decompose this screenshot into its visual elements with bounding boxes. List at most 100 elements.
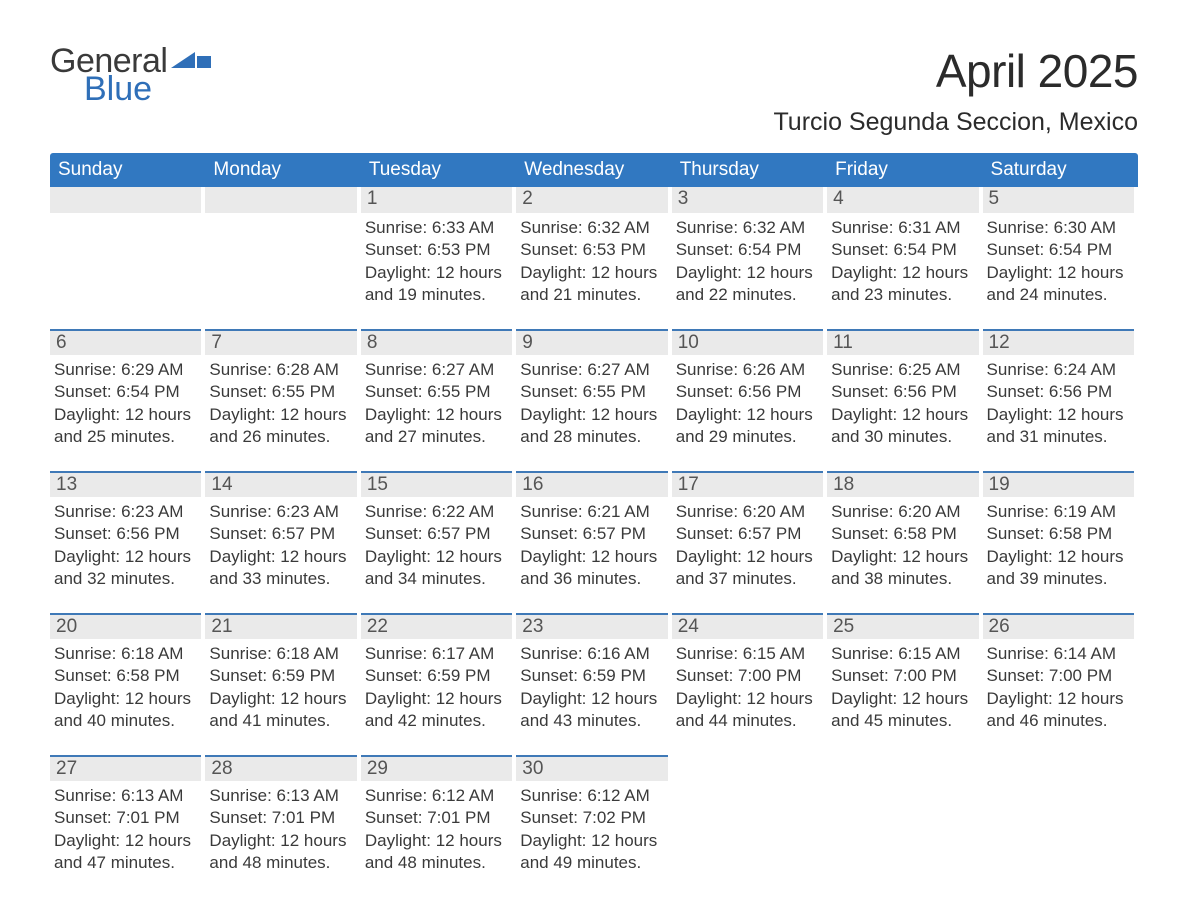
day-details: Sunrise: 6:27 AMSunset: 6:55 PMDaylight:… [516,355,667,449]
day-details: Sunrise: 6:17 AMSunset: 6:59 PMDaylight:… [361,639,512,733]
day-number [205,187,356,213]
day-number: 19 [983,471,1134,497]
day-cell [983,755,1138,875]
day-daylight2: and 29 minutes. [676,426,823,448]
day-sunrise: Sunrise: 6:22 AM [365,501,512,523]
day-sunset: Sunset: 6:58 PM [831,523,978,545]
day-cell: 19Sunrise: 6:19 AMSunset: 6:58 PMDayligh… [983,471,1138,591]
day-sunrise: Sunrise: 6:31 AM [831,217,978,239]
day-sunset: Sunset: 6:55 PM [365,381,512,403]
weekday-header: Wednesday [516,153,671,187]
day-number: 13 [50,471,201,497]
day-sunrise: Sunrise: 6:33 AM [365,217,512,239]
day-sunset: Sunset: 6:53 PM [365,239,512,261]
day-daylight1: Daylight: 12 hours [209,404,356,426]
day-details: Sunrise: 6:33 AMSunset: 6:53 PMDaylight:… [361,213,512,307]
day-number: 23 [516,613,667,639]
day-number: 9 [516,329,667,355]
day-details: Sunrise: 6:15 AMSunset: 7:00 PMDaylight:… [672,639,823,733]
day-sunrise: Sunrise: 6:18 AM [209,643,356,665]
day-number [50,187,201,213]
day-sunset: Sunset: 6:56 PM [54,523,201,545]
day-daylight1: Daylight: 12 hours [365,830,512,852]
day-daylight2: and 28 minutes. [520,426,667,448]
day-daylight1: Daylight: 12 hours [831,404,978,426]
week-row: 6Sunrise: 6:29 AMSunset: 6:54 PMDaylight… [50,329,1138,449]
day-sunrise: Sunrise: 6:30 AM [987,217,1134,239]
day-cell: 23Sunrise: 6:16 AMSunset: 6:59 PMDayligh… [516,613,671,733]
day-sunrise: Sunrise: 6:14 AM [987,643,1134,665]
day-cell [205,187,360,307]
day-cell: 18Sunrise: 6:20 AMSunset: 6:58 PMDayligh… [827,471,982,591]
day-sunset: Sunset: 6:54 PM [987,239,1134,261]
day-cell: 7Sunrise: 6:28 AMSunset: 6:55 PMDaylight… [205,329,360,449]
day-number: 28 [205,755,356,781]
day-daylight1: Daylight: 12 hours [676,262,823,284]
day-cell: 26Sunrise: 6:14 AMSunset: 7:00 PMDayligh… [983,613,1138,733]
day-daylight1: Daylight: 12 hours [831,688,978,710]
page-subtitle: Turcio Segunda Seccion, Mexico [773,108,1138,137]
day-sunrise: Sunrise: 6:23 AM [209,501,356,523]
day-cell: 2Sunrise: 6:32 AMSunset: 6:53 PMDaylight… [516,187,671,307]
day-details: Sunrise: 6:23 AMSunset: 6:57 PMDaylight:… [205,497,356,591]
day-details: Sunrise: 6:12 AMSunset: 7:02 PMDaylight:… [516,781,667,875]
day-daylight2: and 40 minutes. [54,710,201,732]
day-details: Sunrise: 6:13 AMSunset: 7:01 PMDaylight:… [50,781,201,875]
day-details: Sunrise: 6:23 AMSunset: 6:56 PMDaylight:… [50,497,201,591]
day-cell: 6Sunrise: 6:29 AMSunset: 6:54 PMDaylight… [50,329,205,449]
day-sunrise: Sunrise: 6:20 AM [676,501,823,523]
day-daylight2: and 36 minutes. [520,568,667,590]
day-daylight1: Daylight: 12 hours [209,688,356,710]
day-details: Sunrise: 6:18 AMSunset: 6:58 PMDaylight:… [50,639,201,733]
day-daylight2: and 49 minutes. [520,852,667,874]
day-cell: 21Sunrise: 6:18 AMSunset: 6:59 PMDayligh… [205,613,360,733]
day-daylight2: and 48 minutes. [365,852,512,874]
day-number: 22 [361,613,512,639]
calendar: SundayMondayTuesdayWednesdayThursdayFrid… [50,153,1138,875]
brand-logo: General Blue [50,44,211,106]
day-cell: 20Sunrise: 6:18 AMSunset: 6:58 PMDayligh… [50,613,205,733]
brand-word-bottom: Blue [84,72,211,106]
day-number: 24 [672,613,823,639]
day-daylight2: and 30 minutes. [831,426,978,448]
page-title: April 2025 [773,44,1138,98]
day-details: Sunrise: 6:20 AMSunset: 6:58 PMDaylight:… [827,497,978,591]
day-daylight1: Daylight: 12 hours [209,546,356,568]
day-cell: 5Sunrise: 6:30 AMSunset: 6:54 PMDaylight… [983,187,1138,307]
day-sunset: Sunset: 6:59 PM [209,665,356,687]
day-daylight2: and 34 minutes. [365,568,512,590]
day-daylight1: Daylight: 12 hours [520,830,667,852]
day-details [983,755,1134,759]
day-number: 27 [50,755,201,781]
day-sunset: Sunset: 6:55 PM [209,381,356,403]
day-daylight1: Daylight: 12 hours [987,262,1134,284]
day-daylight2: and 32 minutes. [54,568,201,590]
day-number: 2 [516,187,667,213]
day-details: Sunrise: 6:24 AMSunset: 6:56 PMDaylight:… [983,355,1134,449]
day-daylight1: Daylight: 12 hours [520,688,667,710]
day-details: Sunrise: 6:29 AMSunset: 6:54 PMDaylight:… [50,355,201,449]
day-sunset: Sunset: 6:56 PM [987,381,1134,403]
day-daylight2: and 23 minutes. [831,284,978,306]
day-cell: 1Sunrise: 6:33 AMSunset: 6:53 PMDaylight… [361,187,516,307]
day-sunset: Sunset: 6:55 PM [520,381,667,403]
day-daylight2: and 47 minutes. [54,852,201,874]
day-cell: 29Sunrise: 6:12 AMSunset: 7:01 PMDayligh… [361,755,516,875]
day-daylight1: Daylight: 12 hours [520,404,667,426]
day-number: 26 [983,613,1134,639]
day-sunrise: Sunrise: 6:25 AM [831,359,978,381]
day-details: Sunrise: 6:31 AMSunset: 6:54 PMDaylight:… [827,213,978,307]
day-cell [672,755,827,875]
day-cell: 14Sunrise: 6:23 AMSunset: 6:57 PMDayligh… [205,471,360,591]
week-row: 27Sunrise: 6:13 AMSunset: 7:01 PMDayligh… [50,755,1138,875]
day-daylight2: and 19 minutes. [365,284,512,306]
day-daylight2: and 44 minutes. [676,710,823,732]
day-number: 7 [205,329,356,355]
weekday-header: Thursday [672,153,827,187]
day-daylight2: and 21 minutes. [520,284,667,306]
day-cell: 9Sunrise: 6:27 AMSunset: 6:55 PMDaylight… [516,329,671,449]
day-details: Sunrise: 6:32 AMSunset: 6:54 PMDaylight:… [672,213,823,307]
day-number: 3 [672,187,823,213]
day-sunset: Sunset: 6:59 PM [365,665,512,687]
day-sunset: Sunset: 6:59 PM [520,665,667,687]
